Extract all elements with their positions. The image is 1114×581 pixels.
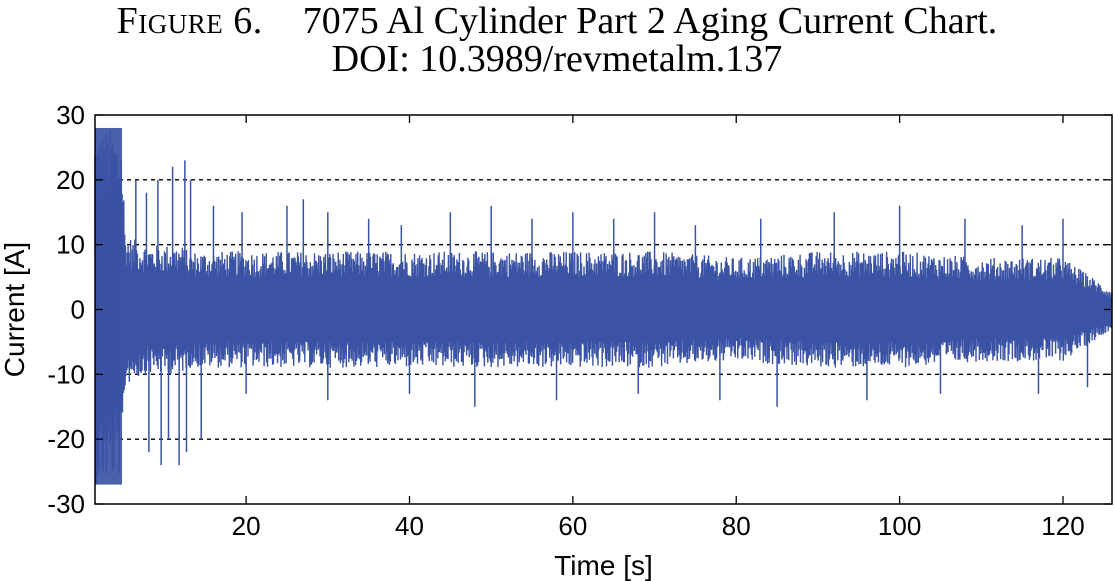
figure-doi: DOI: 10.3989/revmetalm.137	[331, 38, 783, 80]
x-axis-label: Time [s]	[554, 550, 653, 581]
figure-label: Figure 6.	[116, 0, 263, 42]
x-tick-label: 40	[395, 511, 424, 541]
x-tick-label: 80	[722, 511, 751, 541]
y-tick-label: 10	[56, 230, 85, 260]
y-tick-label: -20	[47, 424, 85, 454]
y-axis-label: Current [A]	[0, 242, 30, 377]
axes: 20 40 60 80 100 120 -30 -20 -10 0 10 20 30	[47, 100, 1113, 541]
x-tick-label: 60	[558, 511, 587, 541]
y-tick-label: 20	[56, 165, 85, 195]
x-tick-label: 100	[878, 511, 921, 541]
signal-trace	[94, 130, 1113, 485]
grid-lines	[95, 179, 1112, 440]
initial-burst	[95, 127, 122, 485]
x-tick-label: 120	[1041, 511, 1084, 541]
y-tick-label: 30	[56, 100, 85, 130]
caption-title-line: Figure 6. 7075 Al Cylinder Part 2 Aging C…	[0, 2, 1114, 40]
series-current	[94, 127, 1113, 485]
y-tick-label: -30	[47, 489, 85, 519]
y-tick-label: -10	[47, 359, 85, 389]
figure-title: 7075 Al Cylinder Part 2 Aging Current Ch…	[302, 0, 998, 42]
y-tick-label: 0	[71, 295, 85, 325]
x-tick-label: 20	[232, 511, 261, 541]
